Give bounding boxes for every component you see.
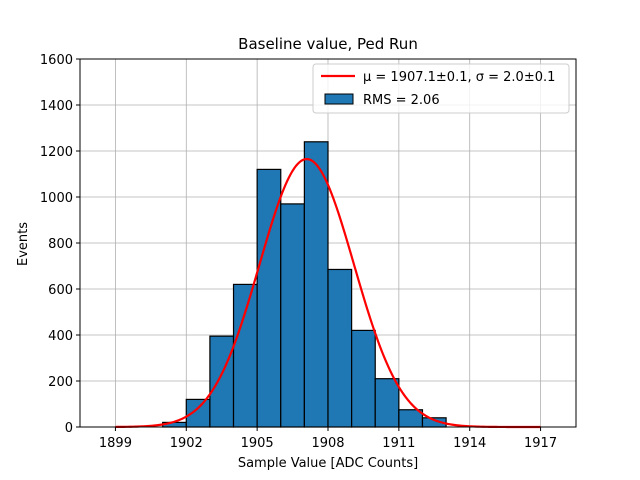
y-axis-label: Events [16,222,31,266]
y-tick-label: 1400 [40,99,73,114]
histogram-bar [303,141,329,428]
legend-fit-label: μ = 1907.1±0.1, σ = 2.0±0.1 [363,70,555,85]
y-tick-label: 1200 [40,145,73,160]
x-tick-label: 1911 [382,436,415,451]
y-tick-label: 0 [65,421,73,436]
histogram-bar [280,203,305,428]
x-tick-label: 1899 [99,436,132,451]
y-tick-label: 400 [48,329,73,344]
y-tick-label: 600 [48,283,73,298]
x-tick-label: 1905 [241,436,274,451]
y-axis-ticks: 0 200 400 600 800 1000 1200 1400 1600 [40,53,80,436]
legend-hist-label: RMS = 2.06 [363,93,440,108]
x-axis-ticks: 1899 1902 1905 1908 1911 1914 1917 [99,427,557,451]
x-tick-label: 1917 [524,436,557,451]
histogram-bar [209,335,235,428]
x-axis-label: Sample Value [ADC Counts] [238,456,418,471]
x-tick-label: 1914 [453,436,486,451]
y-tick-label: 200 [48,375,73,390]
histogram-bar [327,268,353,428]
histogram-bar [374,378,400,428]
legend-hist-swatch [324,93,354,105]
y-tick-label: 1000 [40,191,73,206]
legend-box [312,63,570,114]
y-tick-label: 1600 [40,53,73,68]
chart-title: Baseline value, Ped Run [238,35,418,53]
y-tick-label: 800 [48,237,73,252]
gaussian-fit-curve [115,157,541,429]
histogram-bar [232,283,258,428]
x-tick-label: 1908 [311,436,344,451]
legend: μ = 1907.1±0.1, σ = 2.0±0.1 RMS = 2.06 [312,63,570,114]
x-tick-label: 1902 [170,436,203,451]
histogram-bar [351,329,376,428]
